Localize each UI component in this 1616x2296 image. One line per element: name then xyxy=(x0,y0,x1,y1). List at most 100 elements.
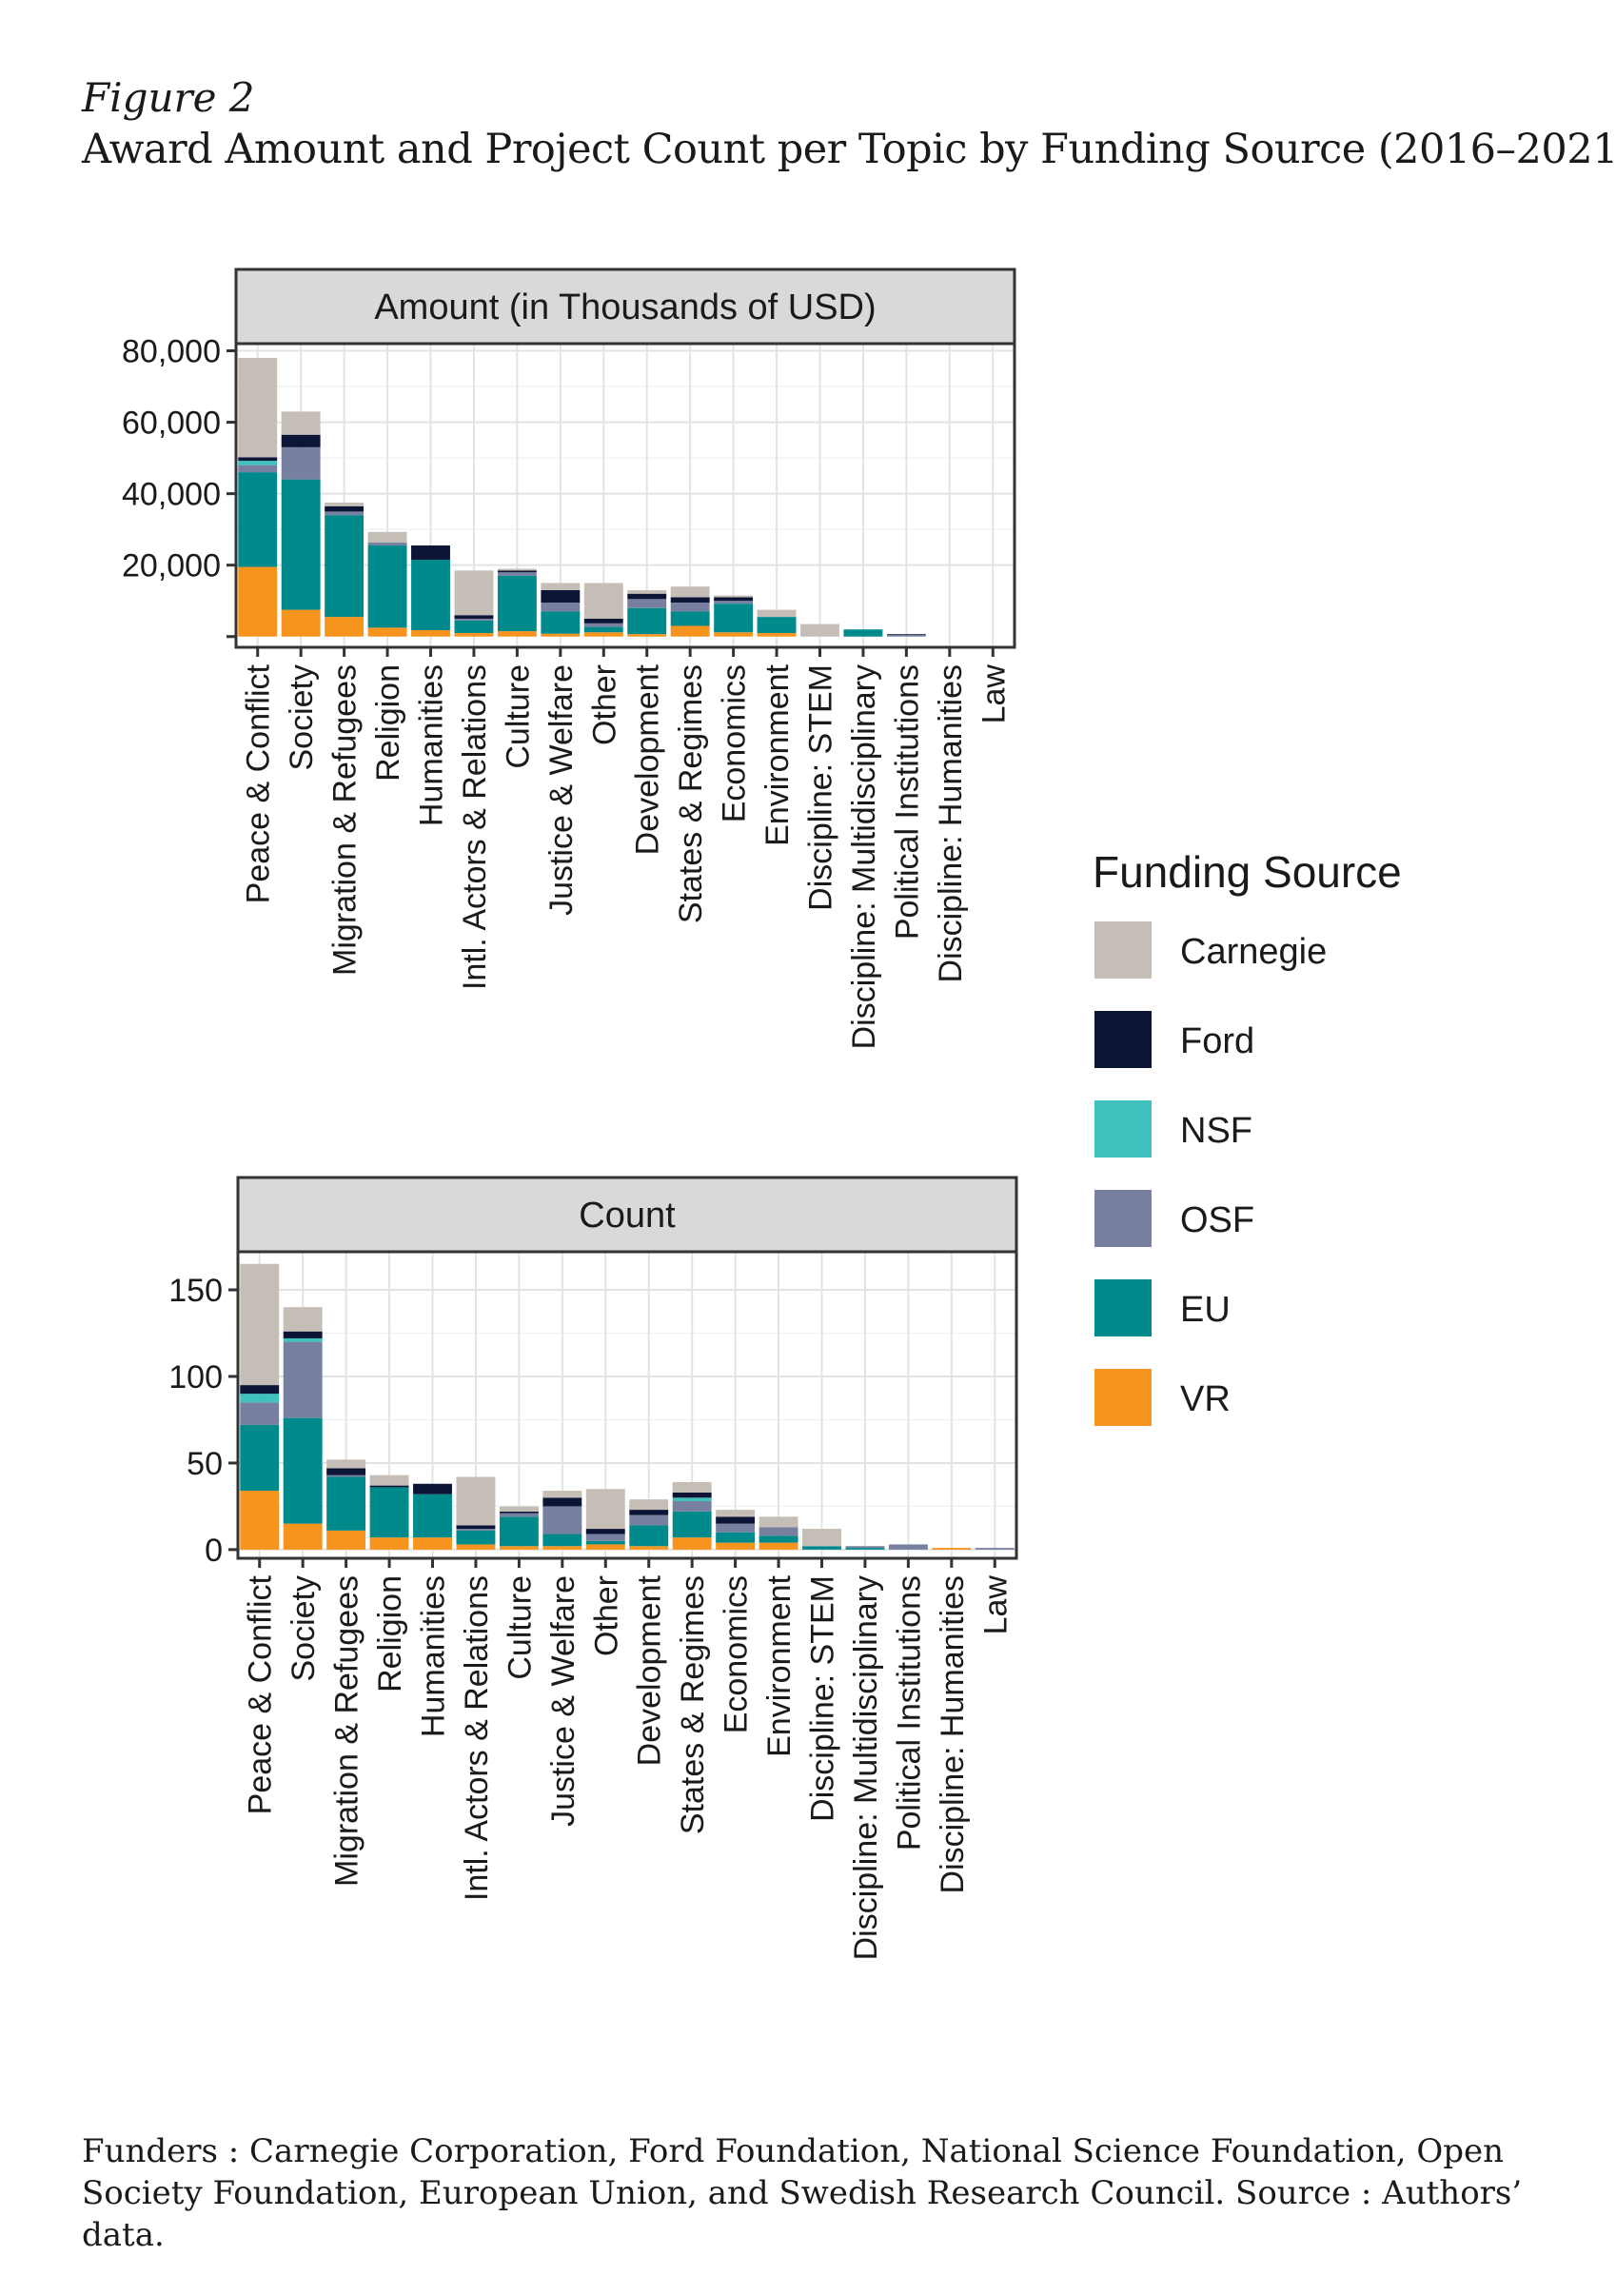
bar-segment-osf-economics xyxy=(716,1523,756,1533)
bar-segment-vr-development xyxy=(627,634,667,637)
x-tick-label: Culture xyxy=(502,1575,538,1680)
bar-segment-eu-peace-conflict xyxy=(238,472,278,567)
bar-segment-vr-migration-refugees xyxy=(326,1530,366,1550)
bar-segment-ford-intl-actors-relations xyxy=(454,615,494,619)
bar-segment-vr-intl-actors-relations xyxy=(456,1544,496,1550)
bar-segment-ford-intl-actors-relations xyxy=(456,1525,496,1530)
bar-segment-eu-society xyxy=(281,479,321,610)
bar-segment-osf-migration-refugees xyxy=(326,1475,366,1477)
x-tick-label: Culture xyxy=(500,664,536,769)
y-tick-label: 0 xyxy=(205,1533,223,1569)
bar-segment-osf-culture xyxy=(499,1513,539,1517)
bar-segment-vr-environment xyxy=(759,1542,798,1550)
x-tick-label: Migration & Refugees xyxy=(327,664,364,976)
bar-segment-osf-other xyxy=(585,1534,625,1541)
count-panel: Count 0 50 100 150 Peace & Conflict Society Mig… xyxy=(168,1176,1018,1960)
bar-segment-carnegie-discipline-stem xyxy=(802,1529,841,1547)
x-tick-label: Political Institutions xyxy=(889,664,925,940)
panel-title: Amount (in Thousands of USD) xyxy=(374,287,876,327)
bar-segment-ford-justice-welfare xyxy=(542,1497,582,1507)
x-tick-label: Migration & Refugees xyxy=(329,1575,365,1887)
bar-segment-carnegie-peace-conflict xyxy=(240,1263,280,1386)
legend-label-ford: Ford xyxy=(1180,1021,1254,1061)
panel-title: Count xyxy=(579,1196,676,1236)
bar-segment-nsf-society xyxy=(283,1337,323,1342)
bar-segment-eu-peace-conflict xyxy=(240,1424,280,1492)
footnote: Funders : Carnegie Corporation, Ford Fou… xyxy=(82,2132,1523,2254)
bar-segment-eu-other xyxy=(583,626,623,633)
bar-segment-vr-economics xyxy=(714,632,754,637)
bar-segment-carnegie-society xyxy=(283,1307,323,1332)
x-tick-label: Law xyxy=(976,664,1012,724)
legend-label-carnegie: Carnegie xyxy=(1180,932,1327,972)
bar-segment-osf-law xyxy=(975,1548,1015,1550)
bar-segment-ford-development xyxy=(627,593,667,600)
panel-strip xyxy=(236,1176,1018,1254)
panel-border xyxy=(236,1250,1018,1560)
bar-segment-ford-migration-refugees xyxy=(325,505,365,512)
x-tick-label: Discipline: STEM xyxy=(803,664,839,911)
legend-label-vr: VR xyxy=(1180,1379,1231,1419)
x-tick-label: Environment xyxy=(759,663,796,845)
bar-segment-ford-economics xyxy=(716,1516,756,1524)
bar-segment-osf-political-institutions xyxy=(886,634,926,637)
bar-segment-ford-humanities xyxy=(413,1483,452,1494)
x-tick-label: Discipline: Multidisciplinary xyxy=(848,1575,884,1960)
bar-segment-eu-culture xyxy=(497,575,537,632)
x-tick-label: Religion xyxy=(370,664,406,782)
y-tick-label: 80,000 xyxy=(122,334,221,370)
y-tick-label: 100 xyxy=(168,1359,223,1395)
figure-label: Figure 2 xyxy=(82,74,255,121)
bar-segment-vr-justice-welfare xyxy=(541,633,581,637)
x-tick-label: States & Regimes xyxy=(673,664,709,923)
bar-segment-eu-economics xyxy=(716,1532,756,1543)
bar-segment-ford-society xyxy=(281,434,321,447)
bar-segment-osf-development xyxy=(629,1514,669,1526)
bar-segment-carnegie-environment xyxy=(757,609,797,618)
bar-segment-carnegie-intl-actors-relations xyxy=(454,570,494,616)
bar-segment-vr-states-regimes xyxy=(670,625,710,637)
x-tick-label: Justice & Welfare xyxy=(543,664,580,916)
x-tick-label: Other xyxy=(586,664,622,745)
y-tick-label: 150 xyxy=(168,1273,223,1309)
bar-segment-vr-society xyxy=(281,609,321,637)
bar-segment-eu-justice-welfare xyxy=(541,611,581,634)
bar-segment-eu-migration-refugees xyxy=(325,515,365,618)
bar-segment-ford-states-regimes xyxy=(672,1492,712,1498)
legend-label-eu: EU xyxy=(1180,1290,1231,1330)
bar-segment-carnegie-society xyxy=(281,411,321,435)
bar-segment-osf-political-institutions xyxy=(888,1544,928,1550)
bar-segment-osf-society xyxy=(283,1341,323,1418)
bar-segment-osf-society xyxy=(281,446,321,480)
bar-segment-vr-other xyxy=(583,632,623,637)
bar-segment-osf-peace-conflict xyxy=(240,1402,280,1425)
y-tick-label: 40,000 xyxy=(122,477,221,513)
x-tick-label: Law xyxy=(977,1575,1014,1635)
x-tick-label: Justice & Welfare xyxy=(545,1575,581,1827)
x-tick-label: Discipline: Humanities xyxy=(935,1575,971,1893)
bar-segment-carnegie-other xyxy=(585,1489,625,1530)
bar-segment-vr-economics xyxy=(716,1542,756,1550)
bar-segment-vr-environment xyxy=(757,632,797,637)
x-tick-label: Economics xyxy=(717,664,753,822)
x-tick-label: Other xyxy=(588,1575,624,1656)
bar-segment-ford-political-institutions xyxy=(886,634,926,635)
legend-title: Funding Source xyxy=(1093,847,1402,897)
y-tick-label: 20,000 xyxy=(122,548,221,584)
bar-segment-vr-religion xyxy=(369,1537,409,1550)
bar-segment-eu-states-regimes xyxy=(670,611,710,626)
x-tick-label: Environment xyxy=(761,1574,798,1756)
bar-segment-osf-states-regimes xyxy=(670,603,710,612)
bar-segment-eu-migration-refugees xyxy=(326,1476,366,1531)
bar-segment-eu-culture xyxy=(499,1516,539,1547)
x-tick-label: Peace & Conflict xyxy=(243,1574,279,1814)
x-tick-label: Society xyxy=(286,1575,322,1682)
bar-segment-osf-migration-refugees xyxy=(325,511,365,516)
bar-segment-osf-religion xyxy=(367,543,407,546)
bar-segment-eu-development xyxy=(627,607,667,635)
x-tick-label: Humanities xyxy=(414,664,450,826)
bar-segment-vr-humanities xyxy=(413,1537,452,1550)
bar-segment-carnegie-migration-refugees xyxy=(326,1459,366,1469)
legend-swatch-carnegie xyxy=(1094,921,1152,979)
bar-segment-eu-intl-actors-relations xyxy=(454,620,494,633)
